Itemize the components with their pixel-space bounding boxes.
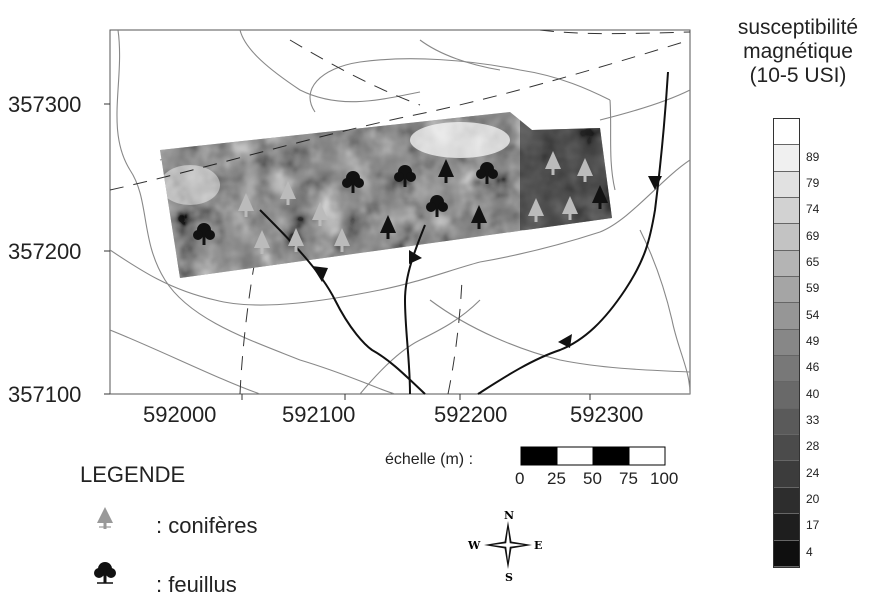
colorbar-band	[774, 461, 799, 488]
colorbar-band	[774, 329, 799, 357]
conifer-tree	[238, 193, 254, 217]
x-tick-label: 592100	[282, 402, 356, 427]
colorbar-label: 20	[806, 492, 820, 507]
deciduous-tree	[342, 171, 364, 193]
legend-title: LEGENDE	[80, 462, 186, 487]
colorbar-label: 69	[806, 228, 820, 243]
conifer-tree	[280, 181, 296, 205]
deciduous-tree	[476, 162, 498, 184]
conifer-tree	[288, 228, 304, 252]
colorbar-band	[774, 514, 799, 541]
colorbar-label: 54	[806, 307, 820, 322]
colorbar-label: 4	[806, 544, 813, 559]
conifer-icon	[97, 507, 113, 529]
tree-symbols	[193, 151, 608, 254]
x-tick-label: 592300	[570, 402, 644, 427]
colorbar-label: 46	[806, 360, 820, 375]
colorbar-label: 65	[806, 254, 820, 269]
colorbar-band	[774, 382, 799, 409]
scale-tick: 75	[619, 469, 638, 488]
colorbar-label: 28	[806, 439, 820, 454]
y-tick-label: 357200	[8, 239, 82, 264]
colorbar-title-line: susceptibilité	[737, 16, 859, 39]
conifer-tree	[334, 228, 350, 252]
conifer-tree	[528, 198, 544, 222]
colorbar-title-line: magnétique	[743, 40, 853, 63]
colorbar-band	[774, 356, 799, 383]
colorbar-title-line: (10-5 USI)	[749, 64, 847, 87]
colorbar-title: susceptibilité magnétique (10-5 USI)	[716, 16, 880, 88]
colorbar-band	[774, 171, 799, 199]
compass-rose-icon: N S E W	[467, 509, 542, 584]
colorbar-label: 33	[806, 413, 820, 428]
colorbar-label: 49	[806, 334, 820, 348]
conifer-tree	[312, 202, 328, 226]
conifer-tree	[471, 205, 487, 229]
compass-e: E	[534, 539, 542, 552]
compass-w: W	[467, 539, 481, 552]
colorbar	[773, 118, 800, 568]
scale-bar	[520, 446, 666, 466]
x-tick-label: 592000	[143, 402, 217, 427]
dashed-tracks	[110, 30, 690, 394]
scale-tick: 0	[515, 469, 525, 488]
conifer-tree	[562, 196, 578, 220]
colorbar-label: 89	[806, 149, 820, 164]
conifer-tree	[592, 185, 608, 209]
flow-arrows	[312, 176, 662, 348]
colorbar-band	[774, 224, 799, 251]
compass-n: N	[504, 509, 514, 522]
colorbar-label: 17	[806, 518, 820, 533]
conifer-tree	[254, 230, 270, 254]
legend-deciduous-label: : feuillus	[156, 572, 237, 597]
compass-s: S	[505, 571, 513, 584]
conifer-tree	[438, 159, 454, 183]
colorbar-band	[774, 540, 799, 567]
colorbar-band	[774, 435, 799, 462]
deciduous-tree	[394, 165, 416, 187]
conifer-tree	[577, 158, 593, 182]
conifer-tree	[380, 215, 396, 239]
scale-tick: 50	[583, 469, 602, 488]
colorbar-label: 40	[806, 386, 820, 401]
colorbar-band	[774, 145, 799, 172]
scale-tick: 100	[650, 469, 679, 488]
scale-label: échelle (m) :	[385, 451, 474, 468]
colorbar-band	[774, 250, 799, 278]
colorbar-band	[774, 198, 799, 225]
y-tick-label: 357100	[8, 382, 82, 407]
x-tick-label: 592200	[434, 402, 508, 427]
colorbar-band	[774, 487, 799, 515]
colorbar-band	[774, 119, 799, 146]
colorbar-band	[774, 303, 799, 330]
legend-conifer-label: : conifères	[156, 513, 258, 538]
colorbar-label: 79	[806, 175, 820, 190]
contour-lines	[110, 30, 690, 394]
colorbar-label: 24	[806, 465, 820, 480]
colorbar-label: 59	[806, 281, 820, 296]
y-tick-label: 357300	[8, 92, 82, 117]
deciduous-tree	[426, 195, 448, 217]
colorbar-band	[774, 277, 799, 304]
colorbar-band	[774, 408, 799, 436]
scale-tick: 25	[547, 469, 566, 488]
deciduous-tree	[193, 223, 215, 245]
conifer-tree	[545, 151, 561, 175]
deciduous-icon	[94, 562, 116, 584]
colorbar-label: 74	[806, 202, 820, 217]
